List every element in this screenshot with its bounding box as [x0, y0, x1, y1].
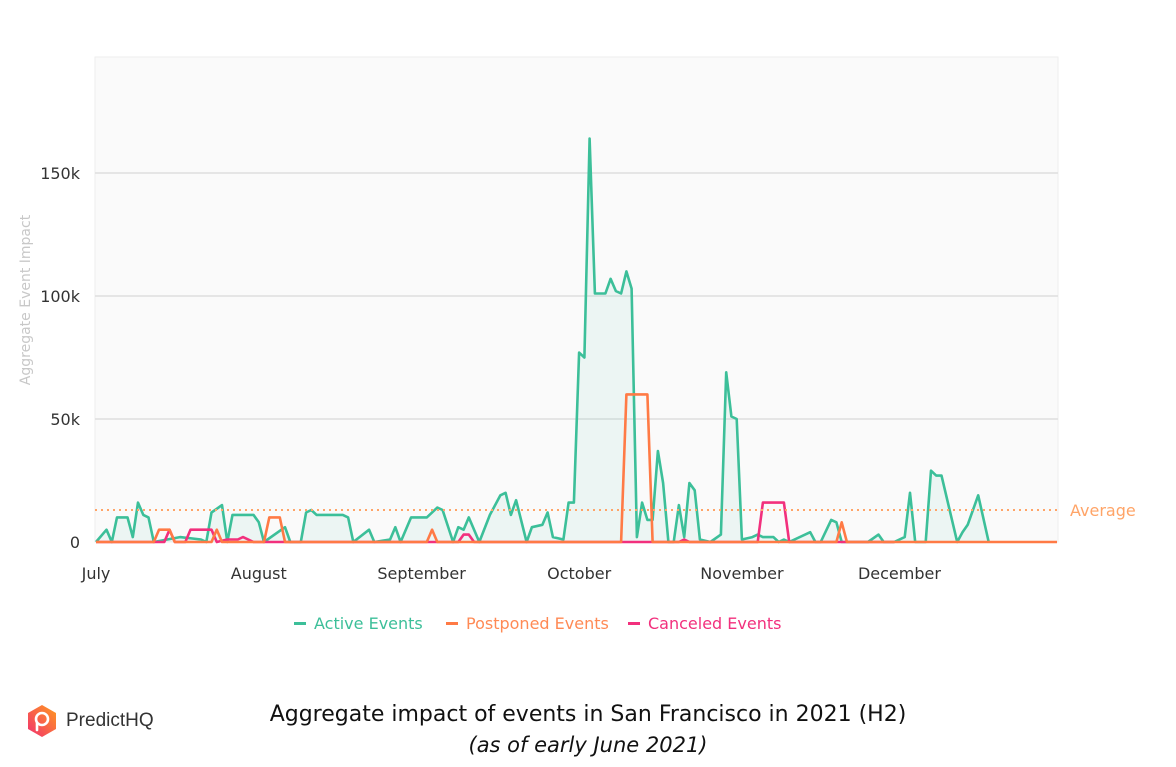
legend-swatch — [446, 622, 458, 625]
location-pin-hexagon-icon — [28, 705, 56, 737]
legend-item-postponed[interactable]: Postponed Events — [446, 614, 609, 633]
legend: Active Events Postponed Events Canceled … — [0, 614, 1176, 636]
legend-label: Canceled Events — [648, 614, 782, 633]
legend-item-active[interactable]: Active Events — [294, 614, 423, 633]
legend-swatch — [294, 622, 306, 625]
y-tick-label: 100k — [40, 287, 81, 306]
x-tick-label: August — [231, 564, 287, 583]
x-tick-label: September — [377, 564, 466, 583]
y-tick-label: 0 — [70, 533, 80, 552]
y-tick-label: 50k — [50, 410, 80, 429]
y-tick-label: 150k — [40, 164, 81, 183]
x-tick-label: July — [81, 564, 111, 583]
y-axis-title: Aggregate Event Impact — [18, 214, 34, 385]
legend-item-canceled[interactable]: Canceled Events — [628, 614, 781, 633]
logo-text: PredictHQ — [66, 710, 154, 731]
legend-label: Postponed Events — [466, 614, 609, 633]
legend-label: Active Events — [314, 614, 423, 633]
chart-title: Aggregate impact of events in San Franci… — [269, 702, 907, 727]
x-tick-label: December — [858, 564, 941, 583]
average-label: Average — [1070, 501, 1136, 520]
x-tick-label: November — [700, 564, 784, 583]
legend-swatch — [628, 622, 640, 625]
predicthq-logo: PredictHQ — [26, 704, 154, 738]
chart-subtitle: (as of early June 2021) — [468, 733, 708, 757]
x-tick-label: October — [547, 564, 611, 583]
series-line-postponed-events — [96, 393, 1057, 544]
